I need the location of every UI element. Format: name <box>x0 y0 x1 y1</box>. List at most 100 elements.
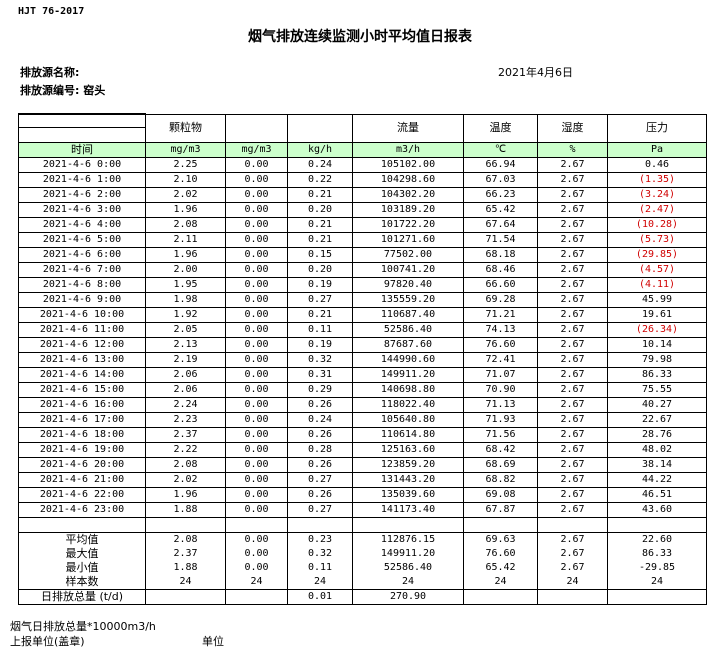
time-cell: 2021-4-6 2:00 <box>18 187 146 203</box>
source-id-label: 排放源编号: 窑头 <box>20 84 106 97</box>
value-cell: 2.67 <box>537 337 608 353</box>
value-cell: 28.76 <box>607 427 707 443</box>
report-table: 颗粒物 流量 温度 湿度 压力 时间 mg/m3 mg/m3 kg/h m3/h ℃% Pa 2021-… <box>18 113 707 605</box>
empty-cell <box>145 517 226 533</box>
value-cell: 66.60 <box>463 277 538 293</box>
stat-value: 0.11 <box>287 561 353 575</box>
value-cell: 101722.20 <box>352 217 464 233</box>
value-cell: (5.73) <box>607 232 707 248</box>
standard-code: HJT 76-2017 <box>18 6 85 17</box>
column-header: 湿度 <box>537 113 608 143</box>
unit-cell: mg/m3 <box>225 142 288 158</box>
value-cell: 2.67 <box>537 457 608 473</box>
value-cell: 131443.20 <box>352 472 464 488</box>
value-cell: (10.28) <box>607 217 707 233</box>
stat-value: 112876.15 <box>352 532 464 547</box>
unit-cell: m3/h <box>352 142 464 158</box>
value-cell: 0.00 <box>225 217 288 233</box>
value-cell: 45.99 <box>607 292 707 308</box>
time-cell: 2021-4-6 9:00 <box>18 292 146 308</box>
time-cell: 2021-4-6 13:00 <box>18 352 146 368</box>
value-cell: 0.00 <box>225 487 288 503</box>
value-cell: 149911.20 <box>352 367 464 383</box>
stat-value: 65.42 <box>463 561 538 575</box>
table-row: 2021-4-6 17:00 2.23 0.00 0.24 105640.80 71.93… <box>18 412 707 428</box>
value-cell: 79.98 <box>607 352 707 368</box>
column-header: 颗粒物 <box>145 113 226 143</box>
stat-value <box>537 589 608 605</box>
value-cell: 68.69 <box>463 457 538 473</box>
value-cell: (3.24) <box>607 187 707 203</box>
stat-value: 0.32 <box>287 547 353 561</box>
value-cell: 0.22 <box>287 172 353 188</box>
time-cell: 2021-4-6 22:00 <box>18 487 146 503</box>
table-row: 2021-4-6 18:00 2.37 0.00 0.26 110614.80 71.56… <box>18 427 707 443</box>
table-row: 2021-4-6 1:00 2.10 0.00 0.22 104298.60 67.03 2… <box>18 172 707 188</box>
value-cell: 0.00 <box>225 397 288 413</box>
value-cell: 110614.80 <box>352 427 464 443</box>
table-row: 2021-4-6 3:00 1.96 0.00 0.20 103189.20 65.42 2… <box>18 202 707 218</box>
time-cell: 2021-4-6 4:00 <box>18 217 146 233</box>
value-cell: 0.00 <box>225 172 288 188</box>
column-header <box>287 113 353 143</box>
report-title: 烟气排放连续监测小时平均值日报表 <box>248 29 472 45</box>
value-cell: 2.67 <box>537 412 608 428</box>
value-cell: 67.03 <box>463 172 538 188</box>
empty-cell <box>537 517 608 533</box>
value-cell: 0.27 <box>287 292 353 308</box>
time-cell: 2021-4-6 17:00 <box>18 412 146 428</box>
value-cell: 0.24 <box>287 157 353 173</box>
stat-row: 样本数 24 24 24 24 24 24 24 <box>18 575 707 590</box>
value-cell: 43.60 <box>607 502 707 518</box>
value-cell: 2.02 <box>145 187 226 203</box>
value-cell: 0.21 <box>287 307 353 323</box>
value-cell: 0.00 <box>225 352 288 368</box>
stat-value <box>463 589 538 605</box>
value-cell: 0.00 <box>225 157 288 173</box>
value-cell: 0.00 <box>225 307 288 323</box>
value-cell: 0.32 <box>287 352 353 368</box>
value-cell: 86.33 <box>607 367 707 383</box>
value-cell: 140698.80 <box>352 382 464 398</box>
value-cell: 0.21 <box>287 217 353 233</box>
value-cell: 44.22 <box>607 472 707 488</box>
table-row: 2021-4-6 19:00 2.22 0.00 0.28 125163.60 68.42… <box>18 442 707 458</box>
stat-value: 86.33 <box>607 547 707 561</box>
value-cell: 0.00 <box>225 232 288 248</box>
value-cell: 1.88 <box>145 502 226 518</box>
value-cell: 72.41 <box>463 352 538 368</box>
value-cell: 2.22 <box>145 442 226 458</box>
stat-label: 最大值 <box>18 547 146 561</box>
value-cell: 0.00 <box>225 292 288 308</box>
value-cell: 2.10 <box>145 172 226 188</box>
value-cell: 0.29 <box>287 382 353 398</box>
value-cell: 68.18 <box>463 247 538 263</box>
value-cell: 1.92 <box>145 307 226 323</box>
value-cell: (2.47) <box>607 202 707 218</box>
stat-value: 24 <box>287 575 353 590</box>
stat-value: 24 <box>537 575 608 590</box>
value-cell: (1.35) <box>607 172 707 188</box>
stat-value: 149911.20 <box>352 547 464 561</box>
table-row: 2021-4-6 9:00 1.98 0.00 0.27 135559.20 69.28 2… <box>18 292 707 308</box>
value-cell: 100741.20 <box>352 262 464 278</box>
value-cell: 101271.60 <box>352 232 464 248</box>
value-cell: 74.13 <box>463 322 538 338</box>
empty-cell <box>463 517 538 533</box>
time-cell: 2021-4-6 16:00 <box>18 397 146 413</box>
value-cell: 67.87 <box>463 502 538 518</box>
value-cell: 66.23 <box>463 187 538 203</box>
empty-cell <box>225 517 288 533</box>
value-cell: 2.67 <box>537 487 608 503</box>
table-row: 2021-4-6 5:00 2.11 0.00 0.21 101271.60 71.54 2… <box>18 232 707 248</box>
value-cell: 103189.20 <box>352 202 464 218</box>
stat-value: 2.67 <box>537 532 608 547</box>
time-cell: 2021-4-6 12:00 <box>18 337 146 353</box>
value-cell: 68.82 <box>463 472 538 488</box>
stat-value: 2.08 <box>145 532 226 547</box>
empty-cell <box>287 517 353 533</box>
stat-label: 样本数 <box>18 575 146 590</box>
time-cell: 2021-4-6 5:00 <box>18 232 146 248</box>
value-cell: 75.55 <box>607 382 707 398</box>
value-cell: 2.24 <box>145 397 226 413</box>
